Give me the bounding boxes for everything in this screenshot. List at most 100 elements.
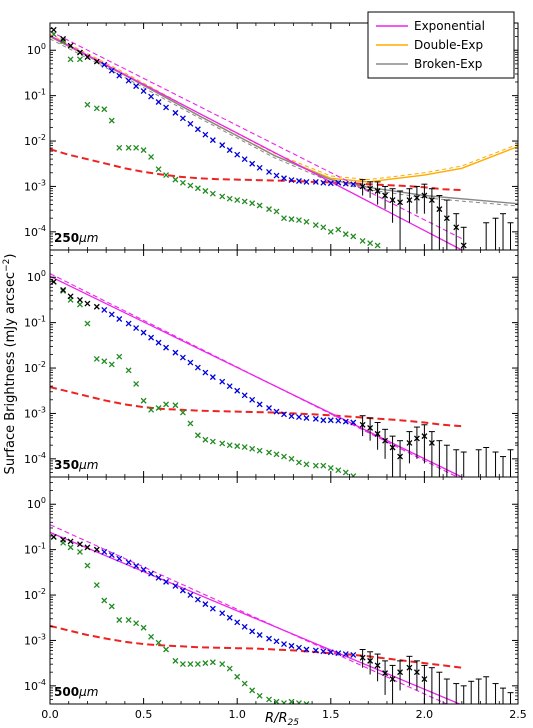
green-data-point [67, 544, 74, 551]
panel-label-unit: μm [78, 458, 98, 472]
outer-data-point [374, 430, 381, 437]
fit-data-point [296, 414, 302, 421]
inner-data-point [67, 42, 74, 49]
y-tick-label-exponent: -3 [38, 178, 46, 187]
green-data-point [84, 562, 91, 569]
panel-500-frame [49, 476, 519, 705]
panel-label: 350μm [54, 458, 98, 472]
inner-data-point [93, 303, 100, 310]
fit-data-point [140, 329, 147, 336]
green-data-point [67, 56, 74, 63]
green-data-point [116, 353, 123, 360]
inner-data-point [50, 278, 57, 285]
fit-data-point [234, 387, 241, 394]
green-data-point [266, 449, 272, 456]
fit-data-point [249, 396, 256, 403]
fit-data-point [350, 181, 357, 188]
green-data-point [194, 661, 201, 668]
outer-data-point [359, 654, 366, 661]
fit-data-point [281, 411, 287, 418]
green-data-point [187, 661, 194, 668]
green-data-point [266, 696, 272, 703]
fit-data-point [226, 383, 233, 390]
fit-data-point [335, 179, 342, 186]
y-tick-label-base: 10 [24, 135, 38, 148]
fit-data-point [187, 592, 194, 598]
x-axis-label-subscript: 25 [288, 718, 300, 728]
green-data-point [219, 661, 226, 668]
legend-exponential-label: Exponential [414, 19, 485, 33]
outer-data-point [453, 224, 460, 231]
outer-data-point [367, 425, 374, 431]
fit-data-point [288, 177, 295, 184]
fit-data-point [194, 596, 201, 603]
y-tick-label-base: 10 [24, 634, 38, 647]
fit-data-point [219, 378, 226, 385]
outer-data-point [397, 199, 404, 206]
y-axis-label: Surface Brightness (mJy arcsec−2) [2, 254, 18, 475]
y-tick-label: 10-4 [24, 224, 46, 239]
y-tick-label-base: 10 [24, 680, 38, 693]
green-data-point [249, 200, 256, 207]
outer-data-point [382, 437, 389, 444]
x-tick-label: 1.5 [322, 708, 340, 721]
panel-350-frame [49, 249, 519, 478]
green-data-point [234, 443, 241, 450]
fit-data-point [241, 392, 248, 399]
fit-data-point [273, 408, 280, 415]
panel-350-series [50, 273, 518, 477]
fit-data-point [320, 648, 327, 655]
green-data-point [76, 301, 83, 308]
fit-data-point [249, 160, 256, 167]
green-data-point [133, 620, 140, 627]
y-tick-label: 10-1 [24, 542, 46, 557]
y-axis-label-text: Surface Brightness (mJy arcsec [3, 272, 18, 475]
fit-data-point [296, 644, 302, 651]
y-tick-label-exponent: -2 [38, 587, 46, 596]
green-data-point [281, 215, 287, 222]
green-data-point [219, 193, 226, 200]
green-data-point [60, 38, 67, 45]
green-data-point [350, 233, 357, 240]
inner-data-point [84, 300, 91, 307]
panel-label: 250μm [54, 231, 98, 245]
green-data-point [172, 657, 179, 664]
outer-data-point [413, 435, 420, 442]
outer-data-point [374, 188, 381, 194]
fit-data-point [202, 131, 209, 138]
green-data-point [140, 397, 147, 404]
outer-data-point [389, 197, 396, 204]
green-data-point [296, 459, 302, 466]
fit-data-point [281, 641, 287, 648]
fit-data-point [303, 646, 310, 653]
green-data-point [273, 208, 280, 215]
fit-data-point [209, 374, 216, 381]
x-axis-label: R/R25 [265, 711, 299, 728]
y-tick-label-exponent: -2 [38, 133, 46, 142]
green-data-point [125, 367, 132, 374]
fit-data-point [116, 316, 123, 322]
fit-data-point [194, 126, 201, 133]
background-dashed-line [50, 148, 462, 192]
green-data-point [249, 445, 256, 452]
green-data-point [116, 617, 123, 623]
green-data-point [273, 451, 280, 458]
fit-data-point [342, 418, 349, 425]
fit-data-point [241, 623, 248, 630]
fit-data-point [234, 619, 241, 626]
y-tick-label-exponent: -3 [38, 405, 46, 414]
fit-data-point [125, 77, 132, 84]
inner-data-point [60, 536, 67, 543]
green-data-point [163, 646, 170, 653]
green-data-point [179, 661, 186, 668]
green-data-point [187, 420, 194, 427]
green-data-point [148, 633, 155, 640]
inner-data-point [76, 296, 83, 303]
green-data-point [140, 624, 147, 631]
green-data-point [226, 195, 233, 202]
outer-data-point [359, 421, 366, 428]
green-data-point [241, 444, 248, 450]
inner-data-point [93, 58, 100, 65]
green-data-point [226, 665, 233, 672]
